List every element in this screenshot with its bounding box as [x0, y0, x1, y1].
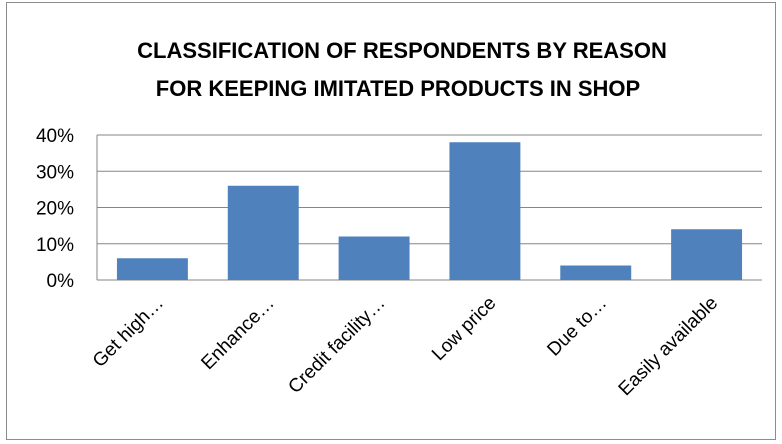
bar [116, 258, 188, 280]
y-tick-label: 0% [47, 271, 75, 292]
x-axis-category-labels: Get high… Enhance… Credit facility… Low pri… [89, 293, 722, 400]
y-axis-tick-labels: 0% 10% 20% 30% 40% [36, 126, 74, 292]
chart-title-line-2: FOR KEEPING IMITATED PRODUCTS IN SHOP [156, 76, 640, 101]
bar [338, 236, 410, 280]
bar [560, 265, 632, 280]
x-category-label: Enhance… [197, 293, 278, 374]
y-tick-label: 40% [36, 126, 74, 147]
y-tick-label: 10% [36, 235, 74, 256]
gridlines [96, 134, 762, 281]
bar [671, 229, 743, 280]
chart-title: CLASSIFICATION OF RESPONDENTS BY REASON … [137, 38, 667, 101]
bar [449, 142, 521, 280]
chart-frame [6, 2, 776, 440]
bar [227, 185, 299, 280]
x-category-label: Get high… [89, 293, 168, 372]
bars [116, 142, 743, 280]
y-tick-label: 20% [36, 199, 74, 220]
x-category-label: Easily available [615, 293, 722, 400]
x-category-label: Due to… [543, 293, 611, 361]
x-category-label: Low price [428, 293, 500, 365]
chart-title-line-1: CLASSIFICATION OF RESPONDENTS BY REASON [137, 38, 667, 63]
x-category-label: Credit facility… [284, 293, 389, 398]
y-tick-label: 30% [36, 162, 74, 183]
